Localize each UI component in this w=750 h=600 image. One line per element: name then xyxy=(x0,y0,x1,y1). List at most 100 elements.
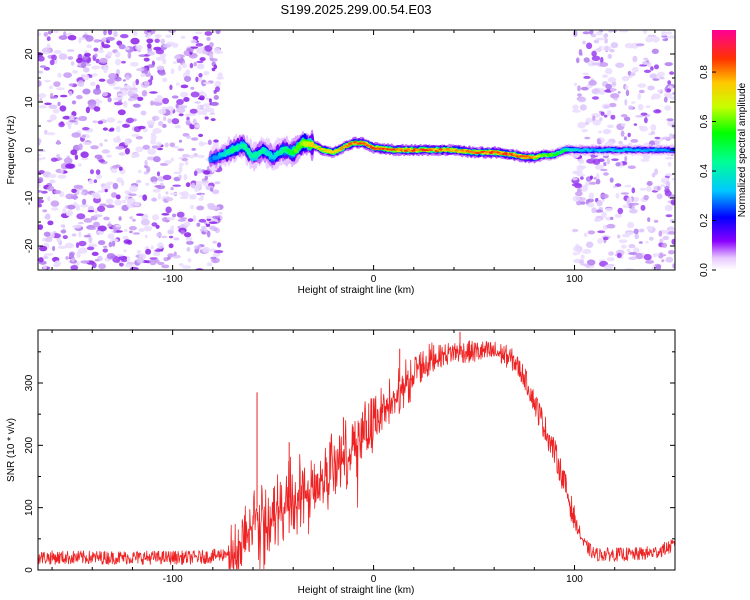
spectrogram-noise-blob xyxy=(107,30,113,35)
spectrogram-noise-blob xyxy=(124,195,129,201)
colorbar-tick-label: 0.4 xyxy=(699,164,710,178)
spectrogram-noise-blob xyxy=(78,163,82,167)
spectrogram-noise-blob xyxy=(71,132,81,138)
spectrogram-noise-blob xyxy=(56,87,65,91)
spectrogram-noise-blob xyxy=(53,50,62,54)
spectrogram-signal-cell xyxy=(297,145,302,149)
spectrogram-noise-blob xyxy=(38,70,44,74)
spectrogram-noise-blob xyxy=(630,139,639,143)
spectrogram-noise-blob xyxy=(50,96,58,99)
spectrogram-noise-blob xyxy=(46,36,51,42)
spectrogram-noise-blob xyxy=(199,95,205,101)
spectrogram-noise-blob xyxy=(582,249,592,254)
spectrogram-noise-blob xyxy=(178,162,184,167)
spectrogram-signal-cell xyxy=(584,148,590,151)
spectrogram-noise-blob xyxy=(78,221,84,225)
spectrogram-noise-blob xyxy=(151,115,160,121)
spectrogram-noise-blob xyxy=(197,104,201,111)
spectrogram-noise-blob xyxy=(668,250,675,255)
spectrogram-ytick-label: -20 xyxy=(24,238,35,253)
spectrogram-noise-blob xyxy=(638,228,645,233)
spectrogram-noise-blob xyxy=(130,61,139,67)
spectrogram-noise-blob xyxy=(112,182,119,190)
spectrogram-noise-blob xyxy=(625,231,633,236)
spectrogram-noise-blob xyxy=(585,264,590,268)
spectrogram-noise-blob xyxy=(622,204,630,208)
spectrogram-noise-blob xyxy=(609,177,614,183)
spectrogram-noise-blob xyxy=(661,242,668,248)
spectrogram-noise-blob xyxy=(44,102,52,106)
spectrogram-noise-blob xyxy=(204,116,209,120)
spectrogram-noise-blob xyxy=(50,200,60,207)
spectrogram-noise-blob xyxy=(46,43,51,49)
spectrogram-noise-blob xyxy=(637,104,644,111)
spectrogram-noise-blob xyxy=(613,185,617,188)
spectrogram-noise-blob xyxy=(124,147,130,155)
spectrogram-signal-cell xyxy=(512,153,517,156)
spectrogram-noise-blob xyxy=(164,142,169,148)
spectrogram-noise-blob xyxy=(172,61,178,64)
spectrogram-noise-blob xyxy=(38,153,42,157)
spectrogram-noise-blob xyxy=(184,75,192,82)
spectrogram-noise-blob xyxy=(86,246,95,251)
spectrogram-noise-blob xyxy=(611,158,619,161)
spectrogram-noise-blob xyxy=(138,169,142,174)
spectrogram-noise-blob xyxy=(640,112,648,116)
snr-panel: -100 0 100 0 100 200 300 Height of straight li… xyxy=(6,329,676,596)
spectrogram-noise-blob xyxy=(91,262,97,269)
spectrogram-noise-blob xyxy=(124,139,130,146)
spectrogram-noise-blob xyxy=(205,223,211,227)
spectrogram-noise-blob xyxy=(158,71,166,76)
spectrogram-noise-blob xyxy=(180,35,186,40)
spectrogram-noise-blob xyxy=(95,98,100,102)
spectrogram-noise-blob xyxy=(160,182,164,186)
spectrogram-noise-blob xyxy=(47,31,52,35)
spectrogram-noise-blob xyxy=(608,251,615,256)
spectrogram-noise-blob xyxy=(656,253,660,256)
spectrogram-noise-blob xyxy=(117,93,124,97)
spectrogram-noise-blob xyxy=(174,55,181,60)
spectrogram-noise-blob xyxy=(158,121,164,127)
spectrogram-noise-blob xyxy=(202,246,211,253)
spectrogram-noise-blob xyxy=(592,158,601,165)
spectrogram-noise-blob xyxy=(201,231,207,235)
colorbar-tick-label: 0.0 xyxy=(699,263,710,277)
spectrogram-noise-blob xyxy=(76,57,83,64)
spectrogram-noise-blob xyxy=(63,31,67,37)
spectrogram-noise-blob xyxy=(122,123,130,128)
spectrogram-noise-blob xyxy=(572,104,579,111)
spectrogram-noise-blob xyxy=(106,78,115,84)
spectrogram-noise-blob xyxy=(47,196,51,202)
spectrogram-noise-blob xyxy=(149,91,158,94)
spectrogram-noise-blob xyxy=(208,221,218,224)
spectrogram-noise-blob xyxy=(93,47,99,52)
spectrogram-noise-blob xyxy=(656,193,663,200)
spectrogram-noise-blob xyxy=(53,30,59,34)
spectrogram-noise-blob xyxy=(68,252,74,259)
spectrogram-noise-blob xyxy=(176,107,186,114)
spectrogram-signal-cell xyxy=(342,146,347,149)
spectrogram-noise-blob xyxy=(650,124,657,131)
spectrogram-noise-blob xyxy=(135,78,139,86)
spectrogram-noise-blob xyxy=(56,139,60,145)
spectrogram-noise-blob xyxy=(171,118,180,125)
spectrogram-noise-blob xyxy=(161,213,170,216)
spectrogram-noise-blob xyxy=(572,195,581,202)
spectrogram-noise-blob xyxy=(120,179,125,187)
spectrogram-noise-blob xyxy=(208,98,212,103)
spectrogram-noise-blob xyxy=(650,131,656,135)
spectrogram-noise-blob xyxy=(186,116,190,121)
spectrogram-noise-blob xyxy=(206,262,213,267)
spectrogram-noise-blob xyxy=(658,230,663,237)
spectrogram-noise-blob xyxy=(65,163,75,169)
spectrogram-noise-blob xyxy=(170,157,175,162)
spectrogram-noise-blob xyxy=(597,138,601,145)
spectrogram-noise-blob xyxy=(38,257,44,263)
spectrogram-noise-blob xyxy=(163,116,167,121)
spectrogram-noise-blob xyxy=(184,160,189,166)
spectrogram-noise-blob xyxy=(672,92,675,95)
spectrogram-noise-blob xyxy=(192,215,197,222)
spectrogram-noise-blob xyxy=(176,82,180,86)
spectrogram-noise-blob xyxy=(664,92,672,98)
